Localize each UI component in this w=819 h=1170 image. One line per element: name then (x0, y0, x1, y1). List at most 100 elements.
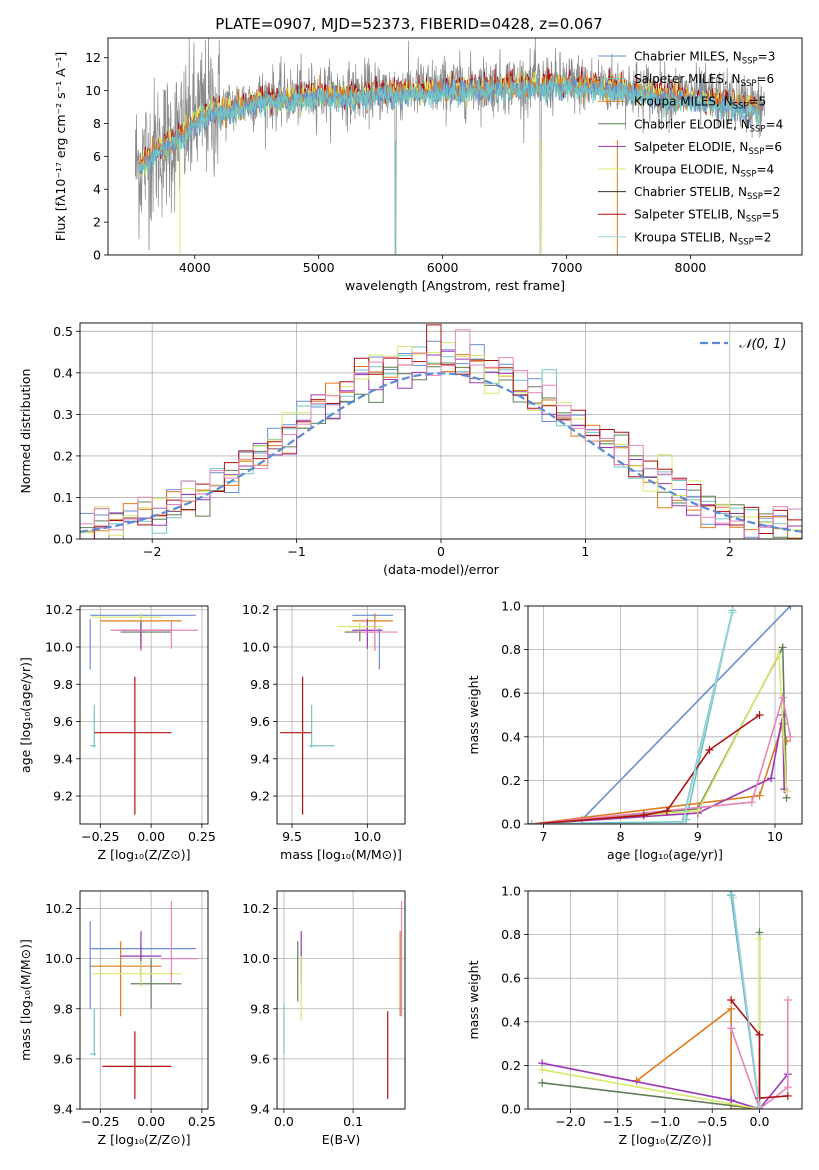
plot-area-mass_vs_Z (89, 901, 198, 1099)
legend-count: =5 (762, 208, 780, 222)
plot-area-age_vs_mass (280, 613, 398, 815)
y-axis-label: Normed distribution (18, 369, 33, 494)
axes-frame (79, 322, 803, 540)
y-tick-label: 10.2 (242, 602, 270, 617)
errorbar-point (90, 704, 97, 748)
errorbar-point (90, 943, 196, 977)
plot-area-mass_vs_ebv (283, 901, 403, 1099)
y-axis-label: mass [log₁₀(M/M⊙)] (18, 939, 33, 1061)
errorbar-point (92, 961, 182, 987)
legend-entry: 𝒩(0, 1) (739, 337, 786, 352)
y-tick-label: 4 (93, 182, 101, 197)
weight-line-chabrier_elodie (542, 932, 761, 1109)
weight-marker (538, 1078, 547, 1087)
errorbar-point (110, 620, 198, 649)
errorbar-point (90, 941, 162, 1017)
x-axis-label: Z [log₁₀(Z/Z⊙)] (98, 1132, 191, 1147)
x-axis-label: wavelength [Angstrom, rest frame] (345, 278, 565, 293)
y-tick-label: 2 (93, 215, 101, 230)
chart-title: PLATE=0907, MJD=52373, FIBERID=0428, z=0… (215, 15, 602, 33)
weight-line-salpeter_stelib (730, 999, 788, 1099)
x-tick-label: 0.0 (750, 1114, 770, 1129)
y-tick-label: 0.4 (501, 1014, 521, 1029)
legend-name: Chabrier STELIB, N (634, 185, 747, 199)
legend-subscript: SSP (738, 237, 754, 247)
weight-marker (755, 711, 764, 719)
x-tick-label: 0.25 (188, 829, 216, 844)
axes-frame (276, 605, 406, 825)
legend-name: Kroupa STELIB, N (634, 230, 738, 244)
x-tick-label: −1 (287, 544, 305, 559)
legend-name: Chabrier ELODIE, N (634, 117, 750, 131)
y-tick-label: 10.2 (45, 901, 73, 916)
weight-marker (786, 732, 795, 741)
weight-line-salpeter_miles (531, 610, 734, 824)
legend-subscript: SSP (750, 124, 766, 134)
histogram-salpeter_stelib (80, 324, 802, 539)
y-tick-label: 9.6 (53, 1051, 73, 1066)
legend-subscript: SSP (741, 79, 757, 89)
y-axis-label: age [log₁₀(age/yr)] (18, 657, 33, 773)
weight-marker (727, 1024, 736, 1033)
x-axis-label: age [log₁₀(age/yr)] (607, 847, 723, 862)
legend-subscript: SSP (747, 192, 763, 202)
y-tick-label: 12 (85, 50, 101, 65)
weight-line-salpeter_elodie (542, 1062, 789, 1109)
legend-count: =6 (764, 140, 782, 154)
y-tick-label: 0.6 (501, 971, 521, 986)
x-tick-label: 8000 (675, 260, 707, 275)
weight-marker (783, 996, 792, 1004)
errorbar-point (161, 901, 198, 984)
x-tick-label: 0.00 (137, 1114, 165, 1129)
axes-age_vs_mass: 9.5 10.0 9.2 9.4 9.6 9.8 10.0 10.2 mass [log₁₀(M… (242, 602, 406, 862)
x-axis-label: Z [log₁₀(Z/Z⊙)] (619, 1132, 712, 1147)
y-tick-label: 10.0 (45, 951, 73, 966)
y-tick-label: 0.2 (501, 1058, 521, 1073)
y-tick-label: 0.4 (53, 365, 73, 380)
y-axis-label: mass weight (466, 960, 481, 1039)
weight-marker (747, 798, 756, 807)
x-tick-label: −2.0 (555, 1114, 585, 1129)
x-tick-label: 0.00 (137, 829, 165, 844)
legend-count: =4 (756, 163, 774, 177)
axes-mass_vs_ebv: 0.0 0.1 9.4 9.6 9.8 10.0 10.2 E(B-V) (242, 890, 406, 1147)
y-tick-label: 10.2 (45, 602, 73, 617)
weight-marker (786, 606, 795, 610)
x-tick-label: 2 (726, 544, 734, 559)
legend-name: Chabrier MILES, N (634, 50, 742, 64)
histogram-pink (80, 329, 802, 539)
axes-frame (79, 605, 209, 825)
y-tick-label: 0.1 (53, 490, 73, 505)
legend-entry: Kroupa MILES, NSSP=5 (634, 95, 766, 112)
weight-marker (783, 1083, 792, 1092)
plot-area-age_vs_Z (89, 613, 198, 815)
legend-subscript: SSP (746, 215, 762, 225)
y-tick-label: 10.2 (242, 901, 270, 916)
weight-line-salpeter_stelib (531, 714, 760, 824)
x-tick-label: 9.5 (282, 829, 302, 844)
errorbar-point (280, 676, 312, 815)
weight-marker (729, 893, 738, 902)
errorbar-point (337, 622, 383, 631)
y-tick-label: 9.4 (53, 751, 73, 766)
weight-marker (778, 693, 787, 702)
y-tick-label: 8 (93, 116, 101, 131)
legend-entry: Chabrier ELODIE, NSSP=4 (634, 117, 783, 134)
x-tick-label: 7 (539, 829, 547, 844)
weight-marker (783, 1091, 792, 1100)
y-tick-label: 9.2 (53, 789, 73, 804)
y-tick-label: 9.4 (250, 751, 270, 766)
y-tick-label: 0.0 (501, 1102, 521, 1117)
weight-marker (727, 1004, 736, 1013)
y-tick-label: 10.0 (242, 951, 270, 966)
normal-curve (80, 372, 802, 533)
axes-frame (107, 37, 803, 256)
weight-marker (639, 811, 648, 820)
legend-subscript: SSP (741, 170, 757, 180)
x-tick-label: −0.25 (81, 1114, 119, 1129)
y-tick-label: 1.0 (501, 884, 521, 899)
y-axis-label: mass weight (466, 675, 481, 754)
weight-line-pink (730, 1000, 789, 1109)
y-tick-label: 9.6 (250, 714, 270, 729)
